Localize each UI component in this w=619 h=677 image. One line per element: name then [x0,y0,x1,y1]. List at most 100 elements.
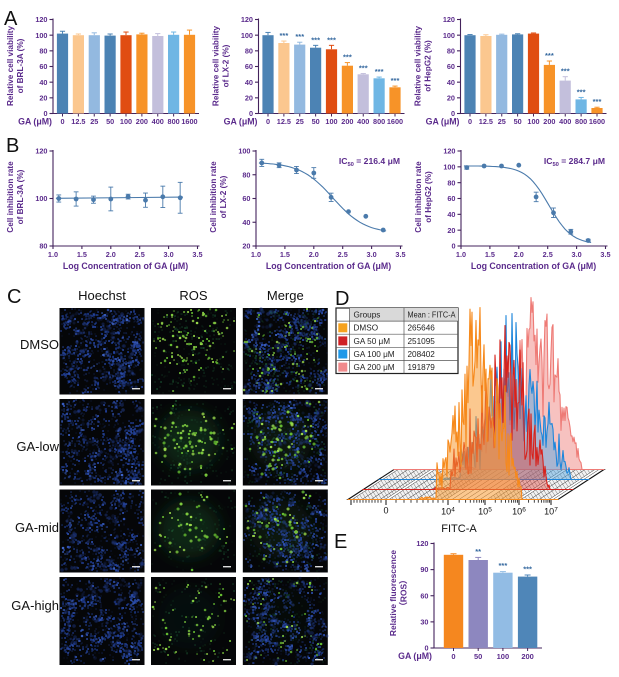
svg-text:***: *** [359,64,368,73]
svg-text:20: 20 [242,242,250,251]
svg-text:Mean : FITC-A: Mean : FITC-A [408,311,456,320]
svg-text:1.0: 1.0 [48,250,58,259]
svg-text:***: *** [523,565,532,574]
svg-text:106: 106 [512,507,526,517]
svg-text:***: *** [577,87,586,96]
svg-text:1.5: 1.5 [77,250,87,259]
svg-text:2.5: 2.5 [543,250,553,259]
svg-text:60: 60 [420,591,428,600]
svg-text:100: 100 [443,31,455,40]
svg-text:Merge: Merge [267,288,304,303]
svg-text:200: 200 [341,117,353,126]
svg-text:208402: 208402 [408,350,436,359]
svg-text:（ROS）: （ROS） [399,576,409,611]
svg-text:107: 107 [544,507,558,517]
svg-text:2.0: 2.0 [514,250,524,259]
svg-text:40: 40 [39,78,47,87]
svg-text:0: 0 [266,117,270,126]
svg-text:104: 104 [441,507,455,517]
svg-text:50: 50 [514,117,522,126]
svg-text:120: 120 [443,147,455,156]
svg-text:C: C [7,286,21,308]
svg-text:1.0: 1.0 [251,250,261,259]
svg-text:120: 120 [241,15,253,24]
svg-text:Groups: Groups [354,311,381,320]
svg-text:Cell inhibition rate: Cell inhibition rate [414,161,423,233]
svg-text:of BRL-3A (%): of BRL-3A (%) [16,38,25,93]
svg-text:800: 800 [575,117,587,126]
svg-text:3.0: 3.0 [367,250,377,259]
svg-text:***: *** [545,51,554,60]
svg-text:3.5: 3.5 [192,250,202,259]
svg-text:***: *** [279,31,288,40]
svg-text:0: 0 [451,652,455,661]
svg-text:20: 20 [245,93,253,102]
svg-text:B: B [6,135,19,157]
svg-text:FITC-A: FITC-A [441,523,477,535]
svg-text:Relative cell viability: Relative cell viability [414,26,423,107]
svg-text:3.0: 3.0 [164,250,174,259]
svg-text:GA 100 μM: GA 100 μM [354,350,395,359]
svg-text:40: 40 [447,210,455,219]
svg-text:100: 100 [35,194,47,203]
svg-text:100: 100 [497,652,510,661]
svg-text:***: *** [561,67,570,76]
svg-text:of LX-2 (%): of LX-2 (%) [222,44,231,87]
svg-text:80: 80 [39,46,47,55]
svg-text:100: 100 [238,147,250,156]
svg-text:GA 50 μM: GA 50 μM [354,337,391,346]
svg-text:Hoechst: Hoechst [78,288,126,303]
svg-text:800: 800 [168,117,180,126]
svg-text:of LX-2 (%): of LX-2 (%) [219,175,228,218]
svg-text:Log Concentration of GA (μM): Log Concentration of GA (μM) [63,261,188,271]
svg-text:200: 200 [543,117,555,126]
svg-text:0: 0 [249,109,253,118]
svg-text:50: 50 [106,117,114,126]
svg-text:60: 60 [447,62,455,71]
svg-text:80: 80 [39,242,47,251]
svg-text:1.5: 1.5 [280,250,290,259]
svg-text:2.0: 2.0 [309,250,319,259]
svg-text:2.5: 2.5 [338,250,348,259]
svg-text:GA-high: GA-high [11,598,59,613]
svg-text:Log Concentration of GA (μM): Log Concentration of GA (μM) [471,261,596,271]
svg-text:GA-low: GA-low [16,439,59,454]
svg-text:80: 80 [447,46,455,55]
svg-text:100: 100 [35,31,47,40]
svg-text:1600: 1600 [181,117,197,126]
svg-text:60: 60 [245,62,253,71]
svg-text:0: 0 [451,109,455,118]
svg-text:GA-mid: GA-mid [15,520,59,535]
svg-text:***: *** [375,67,384,76]
svg-text:***: *** [593,97,602,106]
svg-text:of HepG2 (%): of HepG2 (%) [424,171,433,223]
svg-text:265646: 265646 [408,324,436,333]
svg-text:0: 0 [383,506,388,516]
svg-text:***: *** [499,561,508,570]
svg-text:0: 0 [424,644,428,653]
svg-text:90: 90 [420,565,428,574]
svg-text:0: 0 [451,242,455,251]
svg-text:100: 100 [527,117,539,126]
svg-text:Cell inhibition rate: Cell inhibition rate [209,161,218,233]
svg-text:400: 400 [559,117,571,126]
svg-text:D: D [335,288,349,310]
svg-text:Log Concentration of GA (μM): Log Concentration of GA (μM) [266,261,391,271]
svg-text:Relative cell viability: Relative cell viability [212,26,221,107]
svg-text:3.0: 3.0 [572,250,582,259]
svg-text:20: 20 [39,93,47,102]
svg-text:Relative fluorescence: Relative fluorescence [388,550,398,636]
svg-text:25: 25 [498,117,506,126]
svg-text:GA (μM): GA (μM) [224,117,258,127]
svg-text:1.5: 1.5 [485,250,495,259]
svg-text:**: ** [475,547,481,556]
svg-text:12.5: 12.5 [71,117,85,126]
svg-text:1600: 1600 [387,117,403,126]
svg-text:400: 400 [152,117,164,126]
svg-text:191879: 191879 [408,363,436,372]
svg-text:***: *** [343,53,352,62]
svg-text:ROS: ROS [179,288,208,303]
svg-text:100: 100 [241,31,253,40]
svg-text:200: 200 [521,652,534,661]
svg-text:80: 80 [447,178,455,187]
